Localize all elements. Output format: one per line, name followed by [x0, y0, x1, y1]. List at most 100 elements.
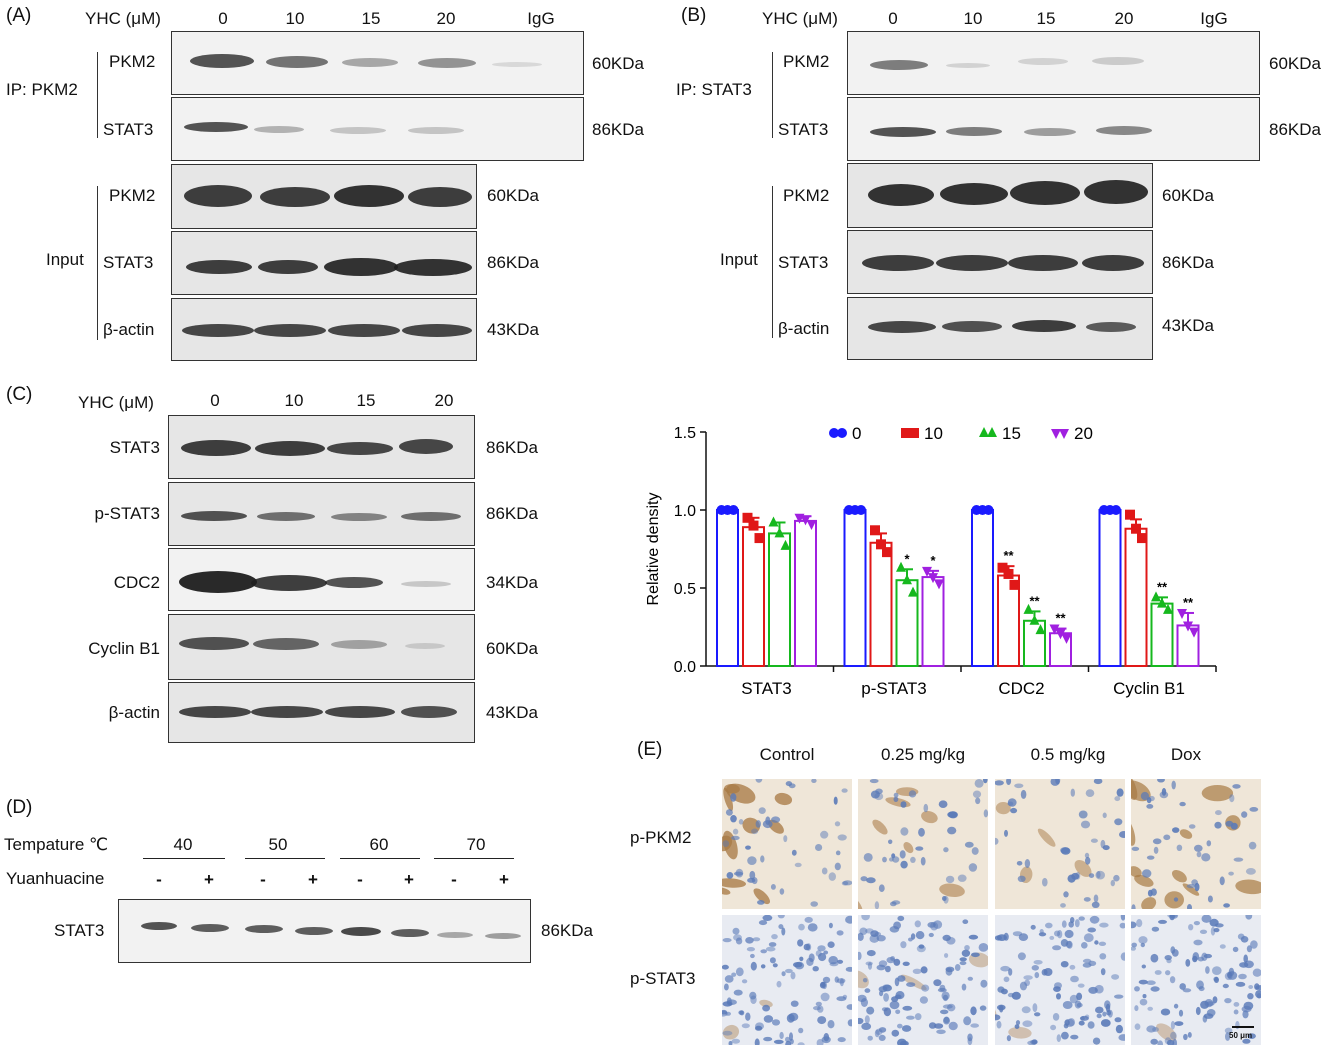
- blot: [847, 97, 1260, 161]
- significance-label: **: [1183, 595, 1194, 610]
- legend-marker: [987, 427, 997, 437]
- data-point: [882, 547, 892, 558]
- blot: [168, 614, 475, 680]
- temperature-value: 70: [466, 835, 486, 854]
- kda-label: 86KDa: [1162, 253, 1214, 272]
- lane-label: 20: [1114, 9, 1134, 28]
- data-point: [1163, 603, 1173, 614]
- data-point: [1157, 597, 1167, 608]
- blot: [171, 231, 477, 295]
- scale-bar-label: 50 μm: [1229, 1031, 1253, 1040]
- legend-label: 20: [1074, 424, 1093, 443]
- yhc-label: YHC (μM): [85, 9, 161, 28]
- kda-label: 60KDa: [1269, 54, 1321, 73]
- input-bracket: [772, 186, 773, 338]
- bar: [843, 509, 867, 667]
- data-point: [1049, 624, 1060, 635]
- data-point: [1131, 523, 1141, 534]
- data-point: [780, 539, 791, 550]
- temperature-label: Tempature ℃: [4, 835, 109, 854]
- sign: -: [451, 870, 457, 889]
- bar: [1098, 509, 1122, 667]
- lane-label: 15: [356, 391, 376, 410]
- ip-label: IP: PKM2: [6, 80, 78, 99]
- blot: [847, 297, 1153, 360]
- data-point: [1009, 579, 1020, 590]
- bar: [1124, 527, 1148, 667]
- x-tick-label: p-STAT3: [861, 679, 927, 698]
- row-label: PKM2: [783, 186, 830, 205]
- lane-label: 0: [218, 9, 228, 28]
- row-label: β-actin: [108, 703, 160, 722]
- row-label: β-actin: [103, 320, 155, 339]
- column-label: Dox: [1170, 745, 1202, 764]
- bar: [794, 519, 817, 667]
- legend-label: 0: [852, 424, 861, 443]
- data-point: [768, 516, 779, 527]
- legend-marker: [909, 428, 919, 438]
- data-point: [1035, 624, 1046, 635]
- y-tick-label: 0.0: [674, 659, 696, 676]
- significance-label: **: [1157, 579, 1168, 594]
- panel-e-label: (E): [637, 739, 663, 760]
- data-point: [1151, 591, 1161, 602]
- data-point: [908, 586, 918, 597]
- lane-label: 10: [284, 391, 304, 410]
- blot: [168, 682, 475, 743]
- sign: +: [308, 870, 318, 889]
- row-label: PKM2: [109, 52, 156, 71]
- temperature-value: 60: [369, 835, 389, 854]
- y-tick-label: 1.0: [674, 503, 696, 520]
- lane-label: 15: [361, 9, 381, 28]
- ihc-image: [1131, 779, 1261, 909]
- panel-b-label: (B): [681, 5, 707, 26]
- data-point: [983, 505, 994, 515]
- kda-label: 86KDa: [1269, 120, 1321, 139]
- yhc-label: YHC (μM): [762, 9, 838, 28]
- data-point: [934, 579, 944, 590]
- blot: [171, 298, 477, 361]
- lane-label: 20: [436, 9, 456, 28]
- input-label: Input: [720, 250, 758, 269]
- kda-label: 86KDa: [487, 253, 539, 272]
- temperature-value: 50: [268, 835, 288, 854]
- kda-label: 86KDa: [486, 438, 538, 457]
- ihc-image: [858, 915, 988, 1045]
- data-point: [1055, 629, 1066, 640]
- row-label: PKM2: [783, 52, 830, 71]
- lane-label: 15: [1036, 9, 1056, 28]
- data-point: [922, 566, 932, 577]
- significance-label: **: [1003, 548, 1014, 563]
- data-point: [1003, 568, 1014, 579]
- lane-label: IgG: [527, 9, 555, 28]
- data-point: [928, 573, 938, 584]
- row-label: STAT3: [103, 120, 154, 139]
- legend-marker: [1051, 429, 1061, 439]
- data-point: [1111, 505, 1121, 515]
- legend-marker: [901, 428, 911, 438]
- lane-label: 20: [434, 391, 454, 410]
- yhc-label: YHC (μM): [78, 393, 154, 412]
- ihc-image: [1131, 915, 1261, 1045]
- scale-bar: [1232, 1026, 1254, 1028]
- blot: [118, 899, 531, 963]
- data-point: [1061, 633, 1072, 644]
- ihc-image: [995, 915, 1125, 1045]
- bar: [716, 509, 739, 667]
- kda-label: 43KDa: [486, 703, 538, 722]
- significance-label: *: [904, 551, 910, 566]
- kda-label: 60KDa: [592, 54, 644, 73]
- data-point: [800, 515, 811, 526]
- data-point: [1029, 614, 1040, 625]
- bar: [768, 532, 791, 668]
- input-label: Input: [46, 250, 84, 269]
- data-point: [742, 512, 753, 523]
- data-point: [870, 525, 880, 536]
- data-point: [902, 574, 912, 585]
- kda-label: 43KDa: [487, 320, 539, 339]
- data-point: [774, 527, 785, 538]
- kda-label: 60KDa: [487, 186, 539, 205]
- lane-label: 10: [285, 9, 305, 28]
- blot: [168, 415, 475, 479]
